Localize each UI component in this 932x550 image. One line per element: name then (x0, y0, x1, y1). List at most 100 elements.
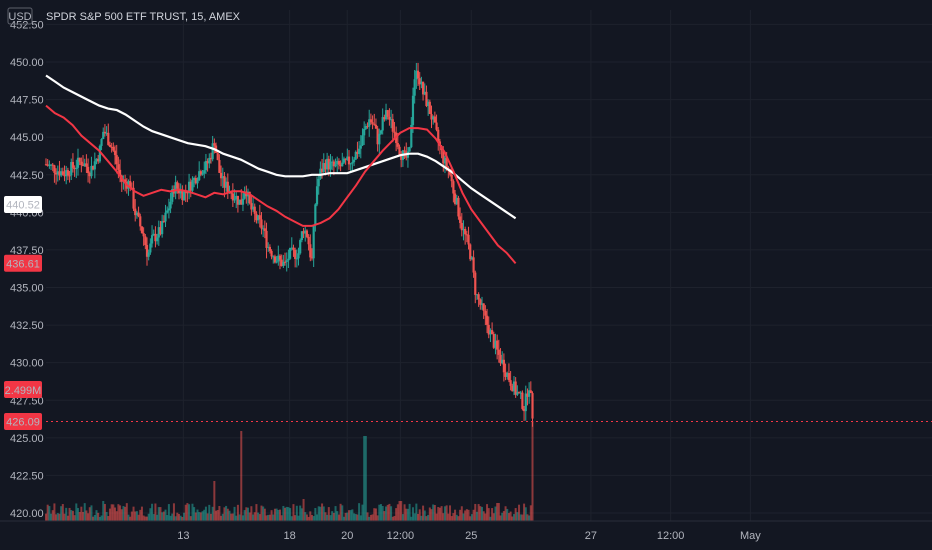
volume-bar (455, 514, 458, 521)
volume-bar (324, 512, 327, 521)
volume-bar (68, 507, 71, 521)
volume-bar (363, 436, 366, 521)
candle-body (117, 164, 120, 170)
ma-slow-badge-text: 440.52 (6, 200, 40, 212)
volume-bar (475, 511, 478, 521)
candle-body (491, 330, 494, 335)
volume-bar (241, 515, 244, 521)
candle-body (416, 70, 420, 79)
candle-body (177, 188, 181, 194)
candle-body (363, 128, 366, 136)
y-tick-label: 452.50 (10, 19, 44, 31)
volume-bar (369, 514, 372, 521)
candle-body (519, 392, 522, 394)
candle-body (81, 165, 85, 167)
x-tick-label: May (740, 530, 761, 542)
volume-bar (447, 513, 450, 521)
volume-bar (230, 513, 233, 521)
volume-bar (457, 516, 460, 521)
volume-bar (346, 512, 349, 521)
candle-body (477, 294, 480, 300)
candle-body (68, 175, 71, 177)
symbol-title: SPDR S&P 500 ETF TRUST, 15, AMEX (46, 11, 241, 23)
candle-body (102, 131, 105, 140)
candle-body (369, 119, 372, 123)
candle-body (361, 135, 364, 146)
volume-bar (497, 503, 500, 521)
candle-body (410, 124, 413, 148)
candle-body (129, 181, 132, 188)
candle-body (277, 255, 280, 262)
candle-body (484, 310, 487, 316)
last-price-badge: 426.09 (4, 412, 42, 430)
candle-body (108, 144, 112, 147)
volume-bar (76, 508, 79, 521)
candle-body (282, 261, 285, 266)
volume-bar (450, 516, 453, 521)
volume-bar (299, 505, 302, 521)
candle-body (371, 122, 374, 124)
candle-body (110, 146, 113, 148)
volume-bar (295, 505, 298, 521)
y-tick-label: 442.50 (10, 170, 44, 182)
volume-bar (351, 509, 354, 521)
candle-body (124, 179, 127, 183)
candle-body (475, 294, 479, 296)
candle-body (435, 122, 438, 130)
volume-bar (410, 516, 413, 521)
volume-bar (87, 513, 90, 521)
candle-body (46, 164, 49, 166)
volume-bar (332, 512, 335, 521)
candle-body (347, 156, 351, 165)
volume-bar (359, 515, 362, 521)
candle-body (206, 161, 209, 164)
candle-body (71, 161, 75, 168)
candle-body (292, 247, 295, 250)
candle-body (147, 252, 150, 257)
candle-body (421, 81, 425, 95)
volume-bar (231, 513, 234, 521)
volume-bar (169, 515, 172, 521)
volume-bar (300, 508, 303, 521)
volume-bar (437, 507, 440, 521)
x-tick-label: 12:00 (387, 530, 415, 542)
volume-bar (220, 515, 223, 521)
volume-bar (449, 505, 452, 521)
volume-bar (171, 513, 174, 521)
volume-bar (122, 506, 125, 521)
candle-body (154, 233, 157, 242)
candle-body (61, 171, 64, 175)
candle-body (73, 167, 76, 170)
currency-badge[interactable]: USD (7, 7, 33, 25)
volume-bar (316, 514, 319, 521)
candle-body (118, 169, 122, 176)
candle-body (320, 168, 324, 172)
candle-body (334, 164, 337, 167)
volume-bar (423, 510, 426, 521)
volume-bar (290, 516, 293, 521)
volume-bar (334, 506, 337, 521)
candle-body (497, 349, 500, 355)
candle-body (225, 181, 228, 188)
candle-body (113, 150, 117, 156)
volume-bar (354, 514, 357, 521)
volume-bar (166, 515, 169, 521)
volume-bar (56, 513, 59, 521)
volume-bar (132, 506, 135, 521)
volume-bar (512, 514, 515, 521)
volume-badge-text: 2.499M (5, 385, 42, 397)
candle-body (459, 216, 462, 223)
volume-bar (140, 506, 143, 521)
candle-body (507, 373, 511, 381)
candle-body (339, 164, 342, 167)
volume-bar (452, 513, 455, 521)
volume-bar (75, 503, 78, 521)
volume-bar (240, 431, 243, 521)
volume-bar (519, 514, 522, 521)
volume-bar (438, 507, 441, 521)
volume-bar (310, 514, 313, 521)
volume-bar (460, 506, 463, 521)
volume-bar (317, 506, 320, 521)
